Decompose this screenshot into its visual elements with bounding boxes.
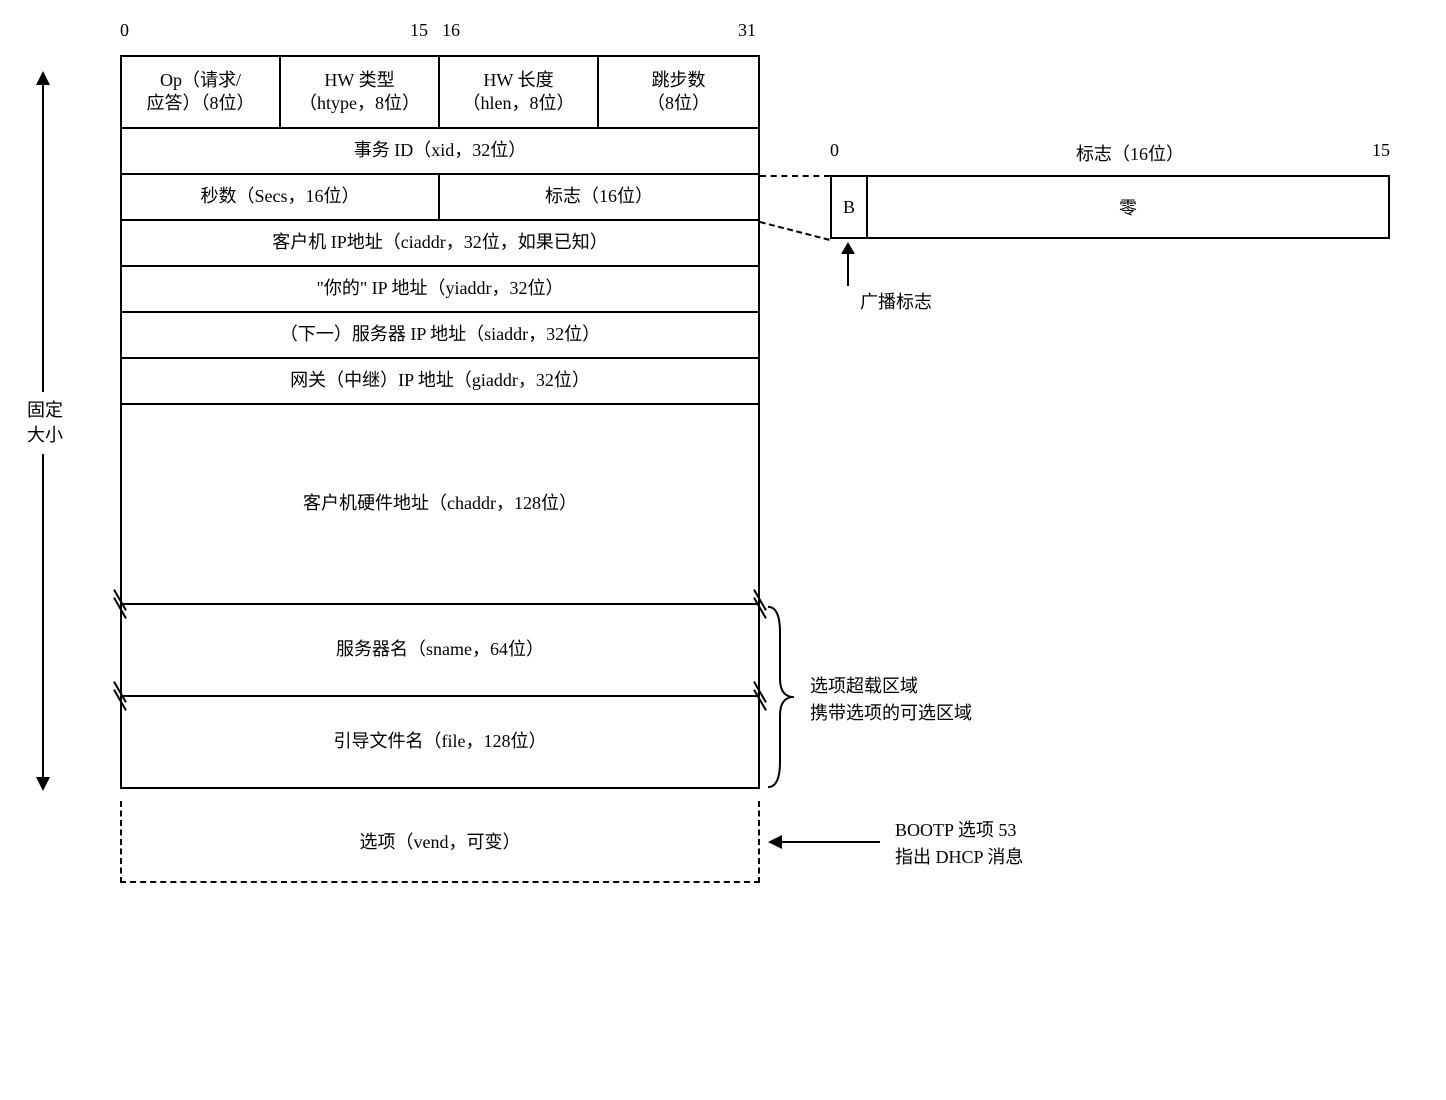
field-hlen: HW 长度 （hlen，8位） [440,57,599,127]
field-giaddr: 网关（中继）IP 地址（giaddr，32位） [122,359,758,403]
overload-label: 选项超载区域 携带选项的可选区域 [810,673,972,727]
field-hops: 跳步数 （8位） [599,57,758,127]
flags-bit-0: 0 [830,140,839,161]
options-field-container: 选项（vend，可变） [120,801,760,883]
field-secs: 秒数（Secs，16位） [122,175,440,219]
bit-scale-main: 0 15 16 31 [120,20,760,50]
field-file: 引导文件名（file，128位） [122,697,758,787]
options-note-arrow [770,841,880,843]
options-note: BOOTP 选项 53 指出 DHCP 消息 [895,817,1023,871]
field-siaddr: （下一）服务器 IP 地址（siaddr，32位） [122,313,758,357]
field-options: 选项（vend，可变） [122,801,758,881]
flags-bit-15: 15 [1372,140,1390,161]
field-sname: 服务器名（sname，64位） [122,605,758,695]
field-yiaddr: "你的" IP 地址（yiaddr，32位） [122,267,758,311]
fixed-size-label: 固定 大小 [20,392,70,454]
bit-31: 31 [738,20,756,41]
field-xid: 事务 ID（xid，32位） [122,129,758,173]
flags-zero-field: 零 [868,177,1388,237]
connector-line-top [760,175,830,177]
broadcast-arrow [847,244,849,286]
bit-16: 16 [442,20,460,41]
packet-structure-table: Op（请求/ 应答）（8位） HW 类型 （htype，8位） HW 长度 （h… [120,55,760,789]
flags-detail-box: B 零 [830,175,1390,239]
broadcast-label: 广播标志 [860,288,932,314]
flags-broadcast-bit: B [832,177,868,237]
flags-title: 标志（16位） [980,140,1280,166]
field-flags: 标志（16位） [440,175,758,219]
field-chaddr: 客户机硬件地址（chaddr，128位） [122,405,758,603]
bit-0: 0 [120,20,129,41]
field-op: Op（请求/ 应答）（8位） [122,57,281,127]
overload-brace [766,605,796,789]
bit-15: 15 [410,20,428,41]
field-ciaddr: 客户机 IP地址（ciaddr，32位，如果已知） [122,221,758,265]
connector-line-bottom [760,221,830,241]
field-htype: HW 类型 （htype，8位） [281,57,440,127]
